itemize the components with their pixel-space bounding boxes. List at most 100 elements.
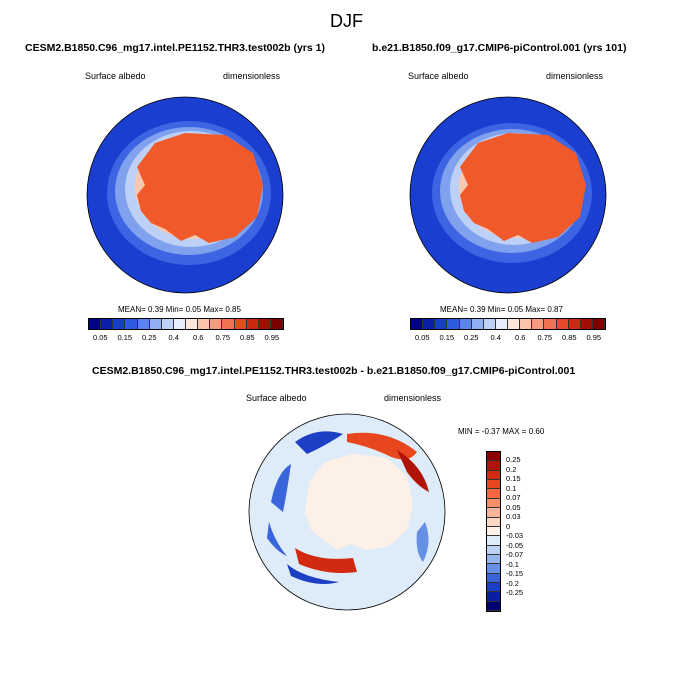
colorbar-swatch [246,319,259,329]
panel1-polar-map [86,96,284,294]
diff-colorbar-ticks: 0.25 0.2 0.15 0.1 0.07 0.05 0.03 0 -0.03 -0.05 -0.… [506,451,546,612]
colorbar-tick-label: -0.07 [506,550,524,560]
colorbar-tick-label: 0.95 [586,333,602,342]
colorbar-swatch [495,319,508,329]
colorbar-tick-label: 0.05 [414,333,430,342]
colorbar-tick-label: 0.07 [506,493,521,503]
colorbar-swatch [520,319,533,329]
colorbar-swatch [137,319,150,329]
colorbar-swatch [222,319,235,329]
colorbar-swatch [487,592,500,602]
colorbar-tick-label: 0.6 [515,333,526,342]
colorbar-swatch [487,461,500,471]
colorbar-swatch [487,508,500,518]
colorbar-swatch [471,319,484,329]
colorbar-tick-label: 0.25 [141,333,157,342]
colorbar-tick-label: 0.15 [117,333,133,342]
colorbar-swatch [487,573,500,584]
colorbar-swatch [487,583,500,593]
panel2-right-label: dimensionless [546,71,604,81]
colorbar-swatch [258,319,271,329]
colorbar-swatch [483,319,496,329]
colorbar-tick-label: 0.75 [215,333,231,342]
panel2-stats: MEAN= 0.39 Min= 0.05 Max= 0.87 [440,305,563,314]
panel1-title: CESM2.B1850.C96_mg17.intel.PE1152.THR3.t… [25,42,325,54]
colorbar-tick-label: 0.25 [506,455,521,465]
colorbar-tick-label: 0.05 [506,502,521,512]
colorbar-swatch [113,319,126,329]
colorbar-tick-label: 0.15 [506,474,521,484]
colorbar-swatch [447,319,460,329]
colorbar-swatch [487,536,500,546]
colorbar-swatch [234,319,247,329]
colorbar-swatch [423,319,436,329]
colorbar-swatch [210,319,223,329]
panel2-colorbar-ticks: 0.05 0.15 0.25 0.4 0.6 0.75 0.85 0.95 [410,333,606,345]
colorbar-swatch [198,319,211,329]
colorbar-swatch [487,554,500,565]
colorbar-swatch [487,470,500,481]
panel2-colorbar [410,318,606,330]
colorbar-swatch [411,319,424,329]
colorbar-swatch [487,545,500,555]
colorbar-tick-label: 0 [506,521,511,531]
colorbar-swatch [149,319,162,329]
colorbar-tick-label: 0.85 [239,333,255,342]
colorbar-swatch [173,319,186,329]
colorbar-tick-label: -0.25 [506,588,524,598]
colorbar-swatch [487,526,500,537]
colorbar-tick-label: 0.4 [490,333,501,342]
diff-polar-map [248,413,446,611]
colorbar-tick-label: 0.4 [168,333,179,342]
colorbar-swatch [508,319,521,329]
season-title: DJF [330,11,363,31]
colorbar-swatch [556,319,569,329]
diff-colorbar [486,451,501,612]
colorbar-tick-label: -0.03 [506,531,524,541]
colorbar-swatch [487,452,500,462]
panel1-left-label: Surface albedo [85,71,146,81]
colorbar-swatch [161,319,174,329]
panel2-polar-map [409,96,607,294]
colorbar-swatch [487,601,500,612]
colorbar-tick-label: 0.6 [193,333,204,342]
colorbar-swatch [568,319,581,329]
colorbar-tick-label: -0.2 [506,578,519,588]
colorbar-swatch [580,319,593,329]
colorbar-swatch [487,480,500,490]
colorbar-swatch [487,489,500,499]
panel2-title: b.e21.B1850.f09_g17.CMIP6-piControl.001 … [372,42,627,54]
colorbar-swatch [435,319,448,329]
colorbar-tick-label: 0.05 [92,333,108,342]
colorbar-tick-label: -0.1 [506,559,519,569]
colorbar-swatch [89,319,102,329]
colorbar-tick-label: 0.1 [506,483,517,493]
panel1-right-label: dimensionless [223,71,281,81]
colorbar-swatch [487,517,500,527]
panel1-colorbar [88,318,284,330]
diff-panel-title: CESM2.B1850.C96_mg17.intel.PE1152.THR3.t… [92,365,576,377]
colorbar-swatch [270,319,283,329]
panel2-left-label: Surface albedo [408,71,469,81]
diff-right-label: dimensionless [384,393,442,403]
colorbar-tick-label: 0.85 [561,333,577,342]
diff-left-label: Surface albedo [246,393,307,403]
colorbar-swatch [186,319,199,329]
colorbar-tick-label: 0.03 [506,512,521,522]
colorbar-swatch [101,319,114,329]
diff-stats: MIN = -0.37 MAX = 0.60 [458,427,545,436]
colorbar-swatch [592,319,605,329]
colorbar-tick-label: 0.75 [537,333,553,342]
panel1-stats: MEAN= 0.39 Min= 0.05 Max= 0.85 [118,305,241,314]
colorbar-tick-label: -0.05 [506,540,524,550]
colorbar-tick-label: -0.15 [506,569,524,579]
panel1-colorbar-ticks: 0.05 0.15 0.25 0.4 0.6 0.75 0.85 0.95 [88,333,284,345]
colorbar-swatch [125,319,138,329]
colorbar-swatch [487,564,500,574]
colorbar-swatch [532,319,545,329]
colorbar-swatch [459,319,472,329]
colorbar-tick-label: 0.25 [463,333,479,342]
colorbar-swatch [487,498,500,509]
colorbar-tick-label: 0.2 [506,464,517,474]
